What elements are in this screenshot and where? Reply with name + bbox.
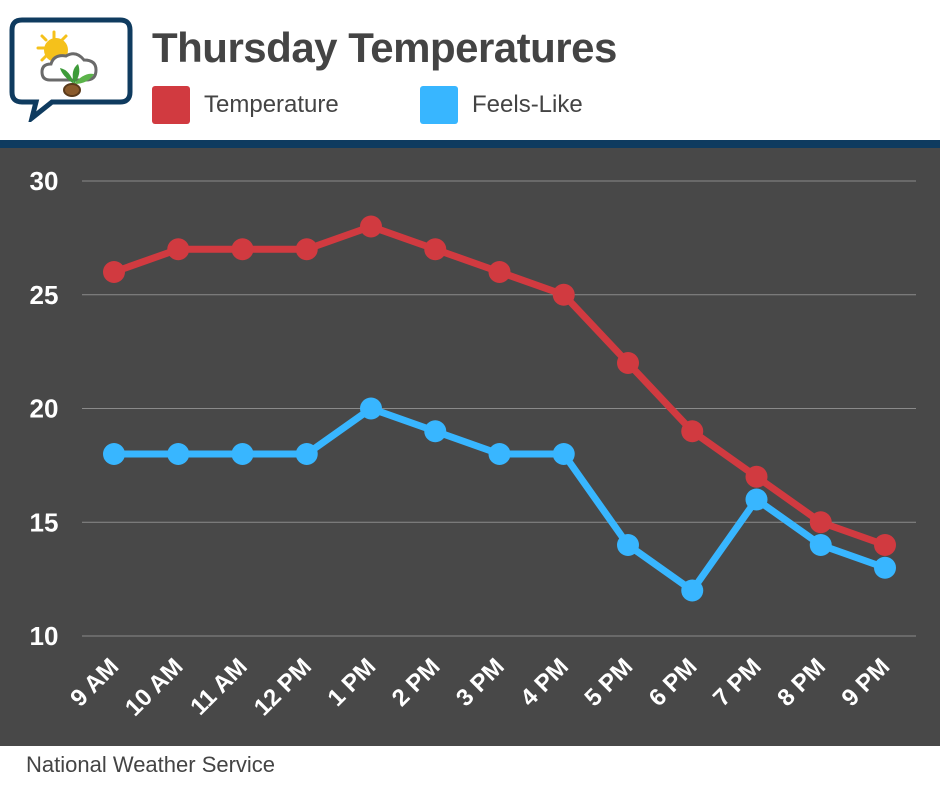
data-point-feels-like-10	[745, 488, 768, 511]
legend-item-feels-like: Feels-Like	[420, 86, 583, 124]
data-point-feels-like-12	[874, 556, 896, 579]
y-tick-label: 30	[30, 166, 59, 196]
data-point-temperature-12	[874, 534, 896, 556]
y-tick-label: 10	[30, 621, 59, 651]
y-tick-label: 25	[30, 280, 59, 310]
data-point-feels-like-8	[617, 534, 639, 556]
data-point-feels-like-11	[809, 534, 832, 556]
data-point-temperature-7	[552, 283, 575, 306]
data-point-feels-like-7	[552, 443, 575, 465]
legend-label-feels-like: Feels-Like	[472, 91, 583, 118]
x-tick-label: 6 PM	[644, 653, 703, 712]
data-point-temperature-2	[231, 238, 254, 261]
data-point-feels-like-2	[231, 443, 254, 465]
weather-logo-icon	[8, 14, 136, 125]
x-tick-label: 1 PM	[323, 653, 382, 712]
chart-title: Thursday Temperatures	[152, 24, 617, 71]
legend-item-temperature: Temperature	[152, 86, 339, 124]
data-point-temperature-4	[360, 215, 382, 238]
x-tick-label: 7 PM	[708, 653, 767, 712]
data-point-temperature-10	[745, 465, 768, 488]
x-tick-label: 2 PM	[387, 653, 446, 712]
legend-swatch-temperature	[152, 86, 190, 124]
x-tick-label: 3 PM	[451, 653, 510, 712]
y-tick-label: 20	[30, 394, 59, 424]
data-point-feels-like-5	[424, 420, 447, 443]
data-point-temperature-3	[295, 238, 318, 261]
y-tick-label: 15	[30, 507, 59, 537]
data-point-feels-like-3	[295, 443, 318, 465]
x-tick-label: 9 PM	[837, 653, 896, 712]
x-tick-label: 9 AM	[65, 653, 124, 712]
data-point-feels-like-1	[167, 443, 190, 465]
x-tick-label: 4 PM	[515, 653, 574, 712]
data-point-temperature-1	[167, 238, 190, 261]
data-point-temperature-0	[103, 261, 125, 283]
data-point-temperature-11	[809, 511, 832, 534]
legend-swatch-feels-like	[420, 86, 458, 124]
x-tick-label: 11 AM	[185, 653, 253, 721]
x-tick-label: 10 AM	[120, 653, 188, 721]
x-tick-label: 12 PM	[249, 653, 317, 721]
data-point-temperature-9	[681, 420, 704, 443]
data-point-feels-like-0	[103, 443, 125, 465]
chart-area: 10 15 20 25 30 9 AM 10 AM 11 AM 12 PM 1 PM 2 PM 3 P…	[0, 148, 940, 746]
series-line-feels-like	[110, 405, 889, 594]
data-point-feels-like-4	[360, 397, 382, 420]
header-divider	[0, 140, 940, 148]
data-point-temperature-8	[617, 352, 639, 374]
data-point-feels-like-9	[681, 579, 704, 602]
header: Thursday Temperatures Temperature Feels-…	[0, 0, 940, 140]
legend-label-temperature: Temperature	[204, 91, 339, 118]
data-point-temperature-5	[424, 238, 447, 261]
source-credit: National Weather Service	[26, 752, 276, 777]
x-tick-label: 5 PM	[580, 653, 639, 712]
data-point-temperature-6	[488, 261, 511, 283]
x-tick-label: 8 PM	[772, 653, 831, 712]
data-point-feels-like-6	[488, 443, 511, 465]
